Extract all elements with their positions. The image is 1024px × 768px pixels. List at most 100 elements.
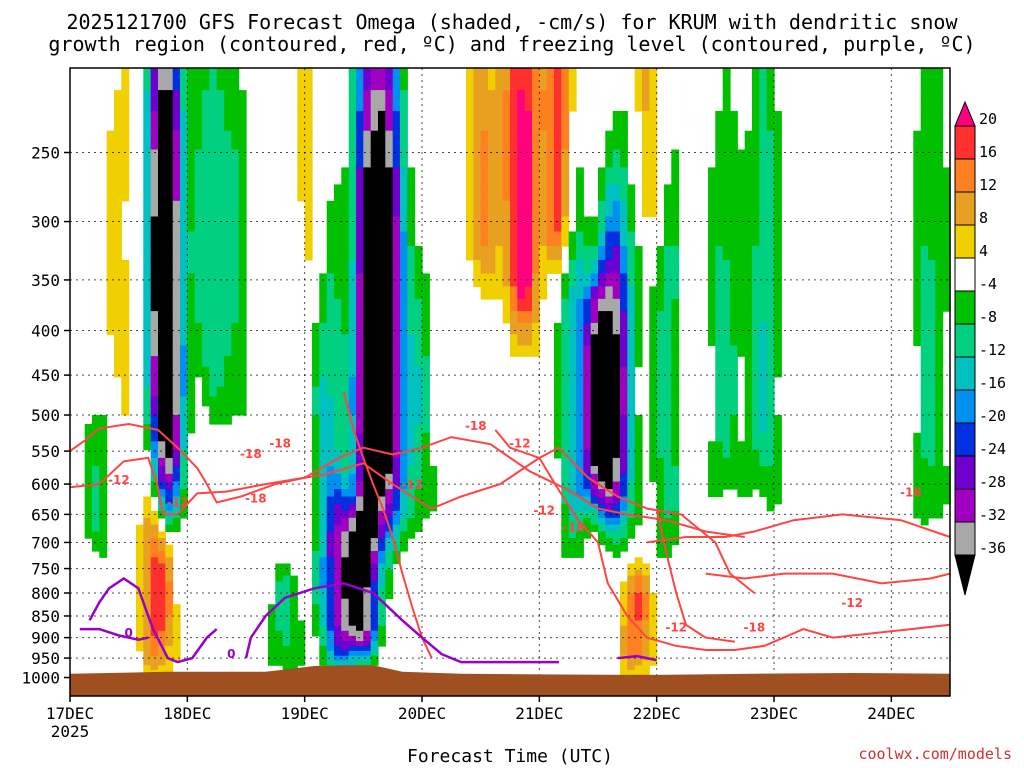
omega-cell [539,231,548,247]
omega-cell [363,544,372,552]
omega-cell [752,481,760,490]
omega-cell [150,130,159,151]
omega-cell [290,587,298,594]
omega-cell [400,167,408,186]
omega-cell [488,286,496,300]
omega-cell [121,184,130,202]
omega-cell [392,231,401,247]
omega-cell [627,665,636,671]
omega-cell [209,231,218,247]
omega-cell [334,481,342,490]
omega-cell [356,424,364,434]
omega-cell [546,90,555,112]
omega-cell [920,286,929,300]
omega-cell [114,311,122,324]
omega-cell [209,167,218,186]
omega-cell [913,473,922,483]
omega-cell [414,356,423,368]
omega-cell [671,167,680,186]
omega-cell [649,345,658,357]
omega-cell [326,593,335,600]
omega-cell [143,110,152,132]
omega-cell [150,665,159,671]
omega-cell [774,149,782,168]
omega-cell [231,90,240,112]
omega-cell [172,356,181,368]
omega-cell [150,587,159,594]
omega-cell [730,149,738,168]
omega-cell [715,246,724,261]
omega-cell [759,366,768,378]
x-tick-label: 21DEC [515,704,563,723]
omega-cell [568,90,577,112]
omega-cell [370,551,379,558]
omega-cell [209,376,218,388]
omega-cell [326,575,335,583]
omega-cell [319,630,328,637]
omega-cell [935,424,944,434]
omega-cell [356,405,364,416]
omega-cell [590,473,599,483]
omega-cell [165,90,174,112]
omega-cell [928,424,936,434]
omega-cell [627,669,636,676]
omega-cell [642,593,650,600]
omega-cell [158,650,166,657]
omega-cell [627,356,636,368]
omega-cell [378,489,386,498]
omega-cell [370,604,379,611]
omega-cell [99,449,108,459]
omega-cell [627,489,636,498]
omega-cell [150,569,159,577]
omega-cell [290,620,298,627]
omega-cell [414,481,423,490]
omega-cell [326,544,335,552]
omega-cell [656,246,665,261]
omega-cell [466,90,474,112]
omega-cell [150,544,159,552]
omega-cell [341,311,350,324]
omega-cell [209,356,218,368]
omega-cell [312,322,320,335]
omega-cell [539,216,548,233]
omega-cell [334,216,342,233]
omega-cell [370,517,379,526]
colorbar-label: 16 [979,143,997,161]
omega-cell [356,449,364,459]
omega-cell [297,68,306,91]
omega-cell [605,246,614,261]
omega-cell [400,68,408,91]
omega-cell [502,167,511,186]
omega-cell [297,650,306,657]
omega-cell [378,322,386,335]
omega-cell [334,503,342,512]
omega-cell [510,286,518,300]
omega-cell [143,598,152,605]
omega-cell [143,655,152,662]
omega-cell [194,167,203,186]
omega-cell [158,660,166,666]
omega-cell [649,630,658,637]
omega-cell [319,604,328,611]
omega-cell [532,90,540,112]
omega-cell [400,544,408,552]
omega-cell [150,415,159,425]
omega-cell [385,575,394,583]
omega-cell [297,630,306,637]
omega-cell [114,286,122,300]
omega-cell [238,345,247,357]
omega-cell [385,593,394,600]
omega-cell [326,366,335,378]
omega-cell [224,286,232,300]
omega-cell [554,322,562,335]
omega-cell [180,432,188,442]
omega-cell [282,645,291,652]
omega-cell [172,641,181,647]
omega-cell [165,665,174,671]
omega-cell [722,481,731,490]
omega-cell [238,259,247,274]
omega-cell [620,630,628,637]
omega-cell [334,322,342,335]
omega-cell [341,620,350,627]
omega-cell [282,630,291,637]
